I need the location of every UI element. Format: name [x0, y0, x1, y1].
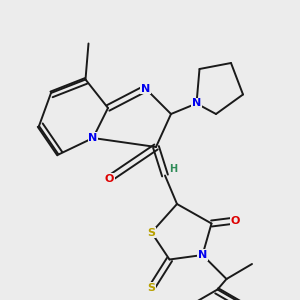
Text: N: N [88, 133, 98, 143]
Text: S: S [148, 227, 155, 238]
Text: N: N [198, 250, 207, 260]
Text: O: O [231, 215, 240, 226]
Text: H: H [169, 164, 178, 174]
Text: N: N [192, 98, 201, 109]
Text: O: O [105, 173, 114, 184]
Text: N: N [141, 83, 150, 94]
Text: S: S [148, 283, 155, 293]
